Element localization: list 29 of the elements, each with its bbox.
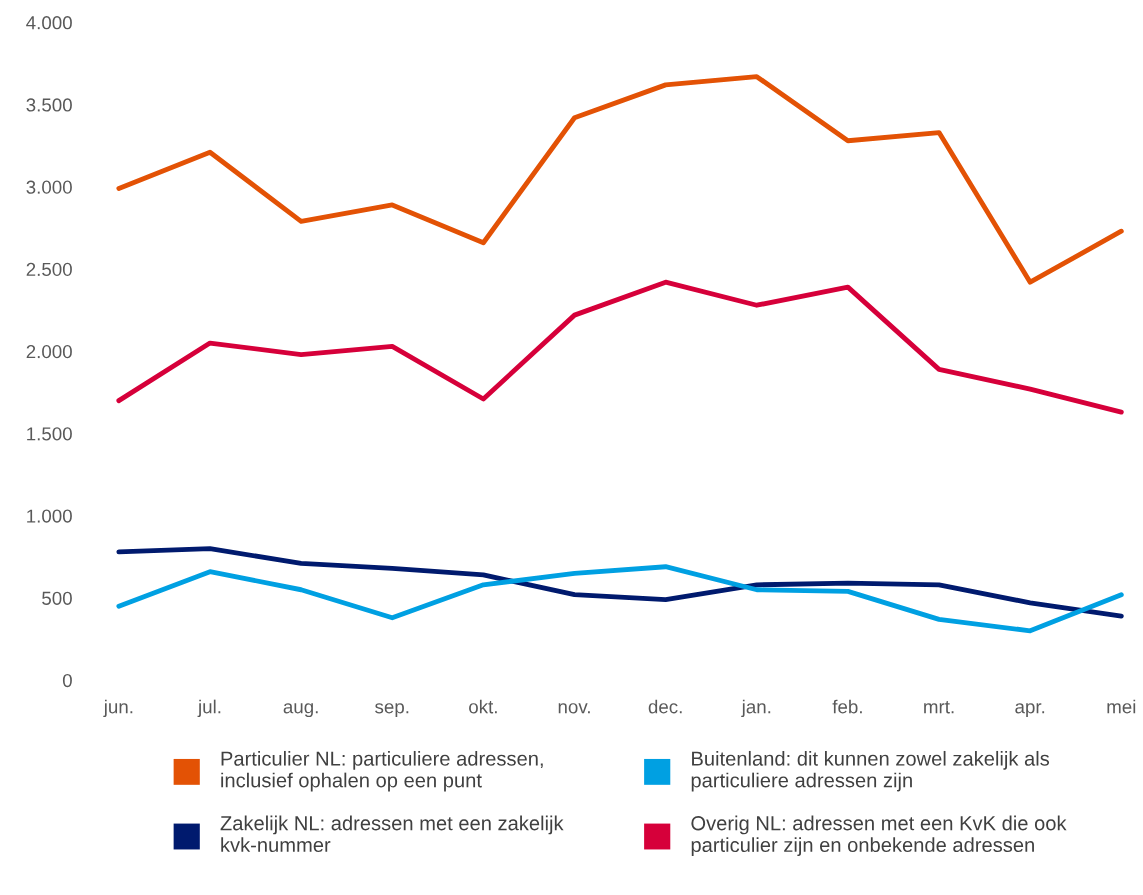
y-tick-label: 1.000 (27, 509, 72, 523)
x-tick-label: apr. (1015, 703, 1045, 718)
x-tick-label: jul. (197, 699, 221, 718)
x-tick-label: nov. (558, 703, 590, 714)
legend-label: Buitenland: dit kunnen zowel zakelijk als particuliere adressen zijn (691, 750, 1050, 792)
x-tick-label: aug. (283, 703, 318, 718)
x-tick-label: dec. (648, 699, 682, 714)
line-series (116, 279, 1124, 415)
y-tick-label: 500 (42, 591, 72, 605)
line-series (116, 74, 1124, 285)
y-tick-label: 3.500 (26, 98, 72, 112)
legend-label: Zakelijk NL: adressen met een zakelijk kvk-nummer (220, 815, 564, 853)
x-tick-label: sep. (375, 703, 409, 718)
line-series (116, 546, 1124, 619)
legend-label: Particulier NL: particuliere adressen, inclusief ophalen op een punt (221, 750, 543, 792)
y-tick-label: 3.000 (26, 180, 72, 194)
x-tick-label: jun. (103, 699, 133, 718)
legend-label: Overig NL: adressen met een KvK die ook particulier zijn en onbekende adressen (691, 815, 1067, 857)
x-tick-label: jan. (741, 699, 771, 718)
x-tick-label: okt. (469, 699, 497, 714)
y-tick-label: 1.500 (27, 427, 72, 441)
x-tick-label: feb. (832, 699, 862, 714)
y-tick-label: 4.000 (26, 16, 72, 30)
y-tick-label: 2.500 (26, 262, 72, 277)
y-tick-label: 2.000 (26, 344, 72, 359)
line-series (116, 564, 1124, 634)
x-tick-label: mei (1107, 699, 1136, 714)
x-tick-label: mrt. (924, 701, 954, 714)
y-tick-label: 0 (62, 673, 72, 688)
